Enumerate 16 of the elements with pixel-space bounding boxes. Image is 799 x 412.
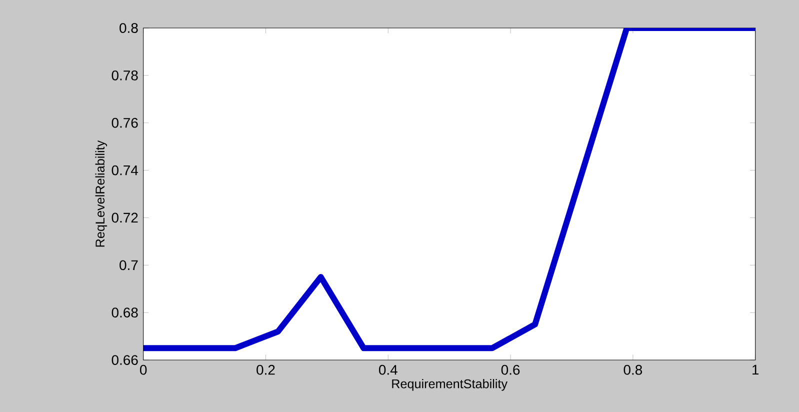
x-tick-label: 0.6	[501, 364, 520, 375]
y-tick-label: 0.7	[120, 260, 138, 270]
x-tick-label: 1	[752, 364, 759, 375]
x-axis-title: RequirementStability	[392, 379, 508, 391]
y-tick-label: 0.78	[112, 70, 138, 80]
y-tick-label: 0.68	[112, 308, 138, 318]
y-tick-label: 0.72	[112, 212, 138, 223]
y-axis-title: ReqLevelReliability	[95, 140, 108, 247]
x-tick-label: 0.2	[256, 364, 275, 375]
y-tick-label: 0.74	[112, 165, 138, 176]
y-tick-label: 0.66	[112, 355, 138, 365]
y-tick-label: 0.76	[112, 118, 138, 128]
x-tick-label: 0.8	[624, 364, 642, 375]
y-tick-label: 0.8	[120, 23, 138, 33]
x-tick-label: 0	[140, 364, 147, 375]
x-tick-label: 0.4	[378, 364, 398, 375]
